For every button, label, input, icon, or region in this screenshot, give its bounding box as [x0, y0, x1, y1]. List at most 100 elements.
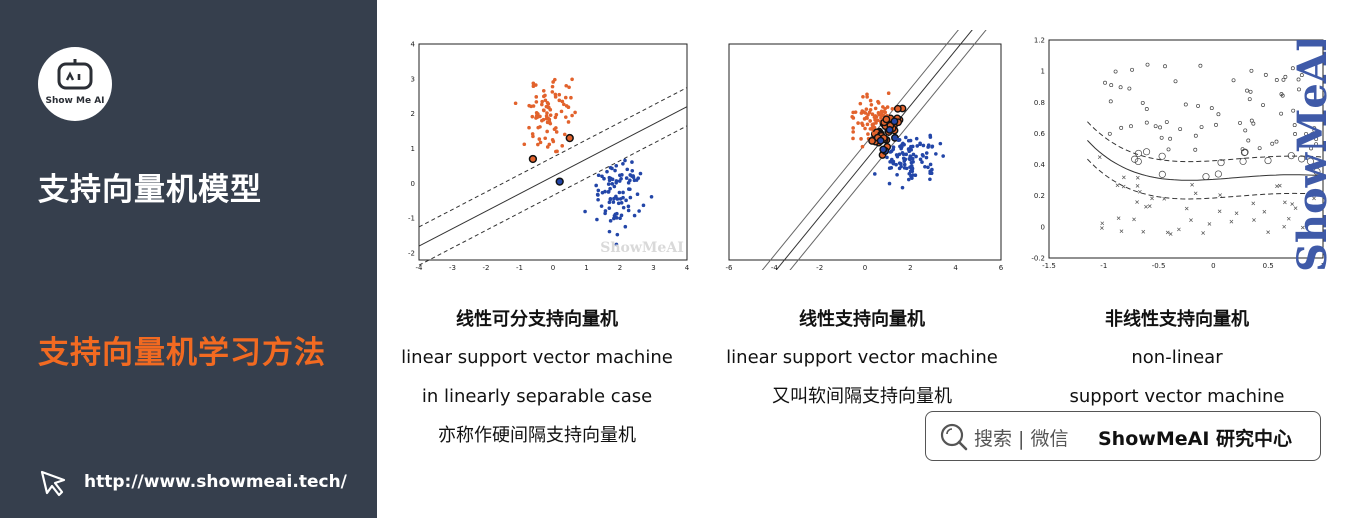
- data-point-class-b: [1150, 196, 1154, 201]
- data-point-class-b: [908, 169, 913, 173]
- data-point-class-a: [859, 137, 863, 141]
- data-point-class-b: [605, 169, 609, 174]
- data-point-class-a: [1193, 147, 1198, 152]
- x-tick-label: -2: [816, 264, 823, 270]
- plot-frame: [1048, 39, 1324, 259]
- data-point-class-a: [536, 125, 540, 130]
- data-point-class-a: [1127, 86, 1132, 91]
- data-point-class-b: [872, 172, 877, 176]
- data-point-class-a: [546, 116, 550, 121]
- data-point-class-b: [612, 196, 616, 201]
- data-point-class-a: [876, 118, 880, 123]
- caption-title: 非线性支持向量机: [1105, 309, 1249, 330]
- decision-boundary: [418, 106, 688, 247]
- data-point-class-a: [868, 107, 873, 112]
- data-point-class-a: [522, 142, 527, 147]
- data-point-class-a: [567, 85, 571, 90]
- data-point-class-b: [914, 136, 919, 141]
- data-point-class-a: [1314, 142, 1319, 147]
- data-point-class-b: [632, 178, 637, 183]
- support-vector: [1240, 148, 1248, 157]
- website-link-text[interactable]: http://www.showmeai.tech/: [84, 472, 347, 492]
- data-point-class-b: [1266, 230, 1270, 235]
- data-point-class-a: [860, 121, 864, 126]
- data-point-class-a: [890, 107, 895, 111]
- support-vector: [528, 154, 538, 164]
- search-brand: ShowMeAI 研究中心: [1098, 428, 1292, 450]
- data-point-class-b: [627, 187, 631, 191]
- data-point-class-a: [869, 102, 874, 107]
- support-vector: [1306, 157, 1314, 165]
- data-point-class-b: [614, 180, 618, 185]
- section-title: 支持向量机模型: [38, 172, 262, 208]
- data-point-class-b: [632, 213, 637, 218]
- data-point-class-a: [1297, 87, 1301, 92]
- data-point-class-b: [928, 177, 932, 182]
- data-point-class-a: [545, 129, 549, 134]
- data-point-class-b: [1184, 206, 1189, 211]
- data-point-class-b: [902, 166, 907, 170]
- data-point-class-a: [534, 100, 539, 104]
- data-point-class-b: [904, 152, 909, 157]
- support-vector: [1158, 170, 1166, 178]
- data-point-class-a: [1279, 111, 1284, 116]
- wechat-search-box[interactable]: 搜索 | 微信 ShowMeAI 研究中心: [925, 411, 1321, 461]
- caption-panel-1: 线性可分支持向量机 linear support vector machine …: [377, 302, 697, 455]
- data-point-class-b: [610, 166, 614, 171]
- data-point-class-a: [1243, 128, 1248, 133]
- data-point-class-b: [918, 142, 922, 147]
- data-point-class-b: [594, 183, 598, 188]
- data-point-class-a: [1231, 78, 1236, 83]
- sidebar: Show Me AI 支持向量机模型 支持向量机学习方法 http://www.…: [0, 0, 377, 518]
- x-tick-label: -1.5: [1042, 262, 1056, 270]
- data-point-class-a: [1145, 62, 1150, 67]
- data-point-class-a: [537, 137, 542, 141]
- x-tick-label: -3: [449, 264, 456, 270]
- y-tick-label: 2: [411, 110, 415, 118]
- support-vector: [893, 104, 902, 113]
- data-point-class-a: [543, 93, 547, 98]
- data-point-class-b: [930, 167, 934, 172]
- data-point-class-b: [1201, 231, 1205, 235]
- data-point-class-b: [900, 185, 905, 190]
- data-point-class-a: [566, 105, 571, 110]
- support-vector: [1134, 149, 1143, 157]
- brand-vertical-watermark: ShowMeAI: [1293, 40, 1333, 272]
- y-tick-label: 3: [411, 75, 415, 83]
- data-point-class-a: [1140, 100, 1145, 105]
- website-link[interactable]: http://www.showmeai.tech/: [38, 468, 368, 498]
- data-point-class-b: [1168, 232, 1173, 236]
- data-point-class-a: [554, 130, 559, 134]
- data-point-class-a: [527, 103, 531, 108]
- data-point-class-b: [1144, 204, 1148, 209]
- y-tick-label: 1: [1041, 68, 1045, 76]
- data-point-class-a: [513, 101, 518, 106]
- cursor-icon: [40, 470, 66, 497]
- x-tick-label: 4: [953, 264, 958, 270]
- data-point-class-a: [1209, 106, 1214, 111]
- x-tick-label: -2: [483, 264, 490, 270]
- x-tick-label: -6: [726, 264, 734, 270]
- data-point-class-b: [941, 154, 945, 158]
- data-point-class-b: [618, 173, 622, 178]
- data-point-class-b: [608, 176, 613, 181]
- data-point-class-b: [608, 186, 612, 191]
- data-point-class-a: [553, 115, 558, 120]
- data-point-class-a: [1153, 124, 1158, 129]
- data-point-class-a: [1249, 68, 1254, 73]
- x-tick-label: -4: [416, 264, 424, 270]
- data-point-class-b: [596, 173, 601, 178]
- data-point-class-b: [923, 164, 927, 169]
- data-point-class-b: [895, 172, 899, 177]
- data-point-class-b: [636, 176, 641, 181]
- data-point-class-b: [898, 144, 902, 149]
- data-point-class-a: [873, 118, 877, 122]
- margin-line: [418, 125, 688, 266]
- data-point-class-b: [631, 175, 636, 180]
- chart-watermark: ShowMeAI: [600, 240, 684, 256]
- data-point-class-b: [910, 156, 915, 161]
- data-point-class-a: [1300, 66, 1305, 71]
- data-point-class-a: [557, 98, 562, 103]
- data-point-class-a: [1279, 92, 1284, 97]
- data-point-class-b: [612, 184, 617, 189]
